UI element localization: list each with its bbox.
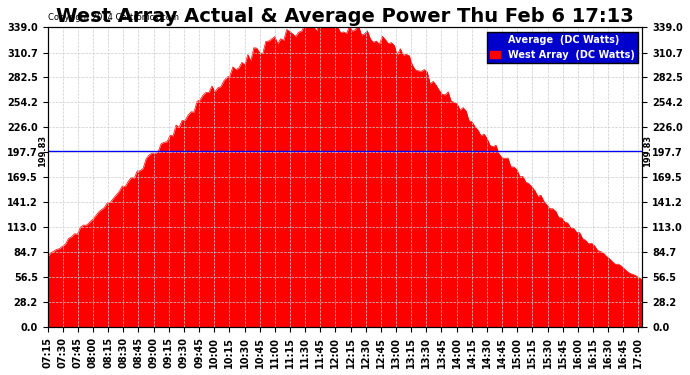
- Text: 199.83: 199.83: [643, 135, 652, 166]
- Legend: Average  (DC Watts), West Array  (DC Watts): Average (DC Watts), West Array (DC Watts…: [487, 32, 638, 63]
- Text: 199.83: 199.83: [38, 135, 47, 166]
- Title: West Array Actual & Average Power Thu Feb 6 17:13: West Array Actual & Average Power Thu Fe…: [56, 7, 634, 26]
- Text: Copyright 2014 Cartronics.com: Copyright 2014 Cartronics.com: [48, 12, 179, 21]
